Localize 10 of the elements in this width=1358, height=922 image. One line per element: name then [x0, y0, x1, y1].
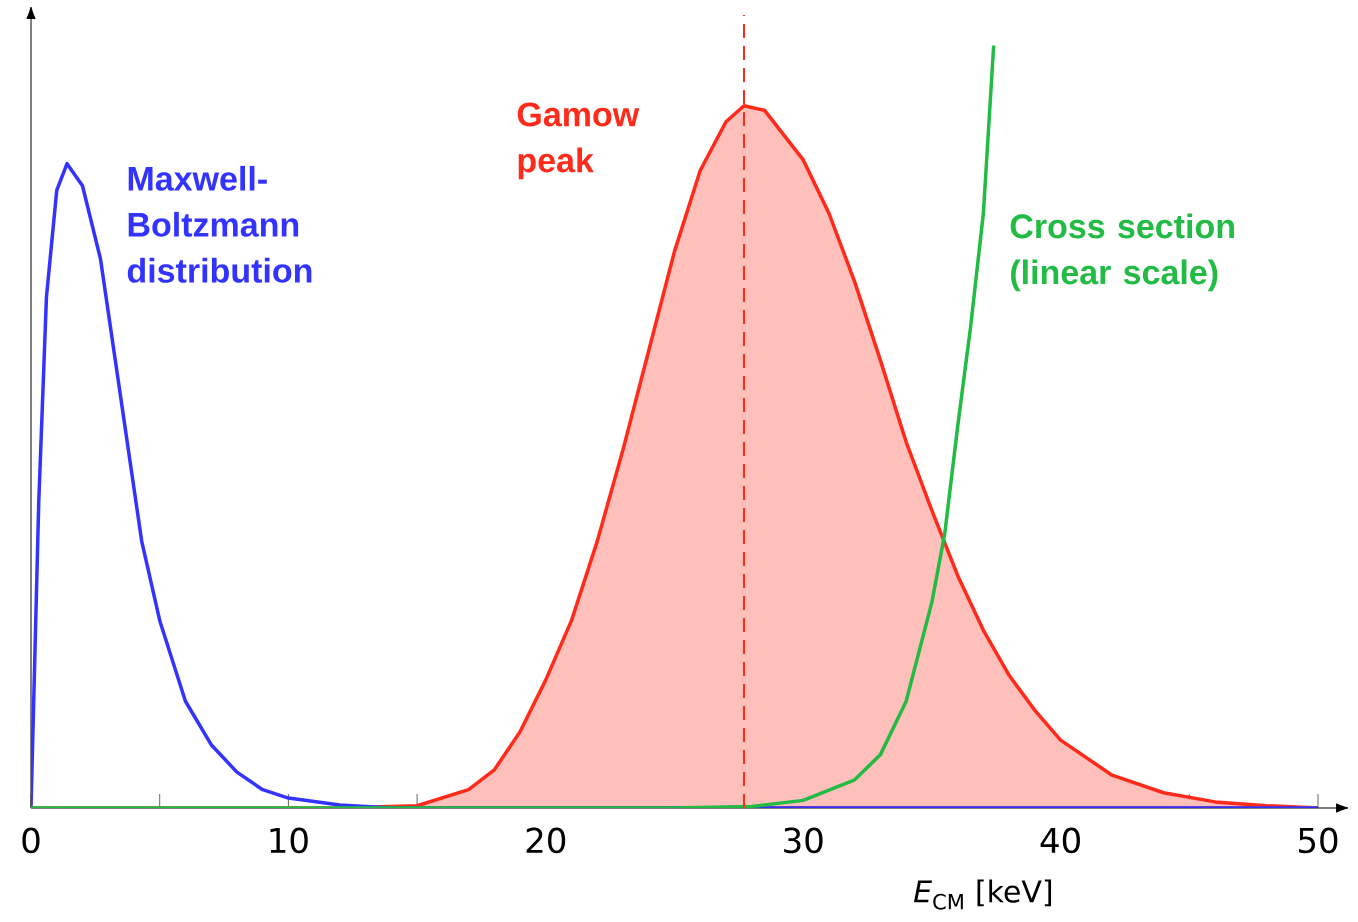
x-tick-label: 0 — [22, 827, 40, 854]
x-axis-title: E$_{CM}$ [keV] — [913, 879, 1052, 910]
series-label: Cross section (linear scale) — [1010, 213, 1234, 292]
x-tick-label: 20 — [526, 827, 566, 854]
x-tick-label: 40 — [1040, 827, 1080, 854]
x-tick-label: 50 — [1298, 827, 1338, 854]
series-label: Gamow peak — [517, 102, 640, 180]
series-label: Maxwell-Boltzmann distribution — [127, 165, 312, 283]
x-tick-label: 10 — [270, 827, 308, 854]
x-tick-label: 30 — [784, 827, 823, 854]
